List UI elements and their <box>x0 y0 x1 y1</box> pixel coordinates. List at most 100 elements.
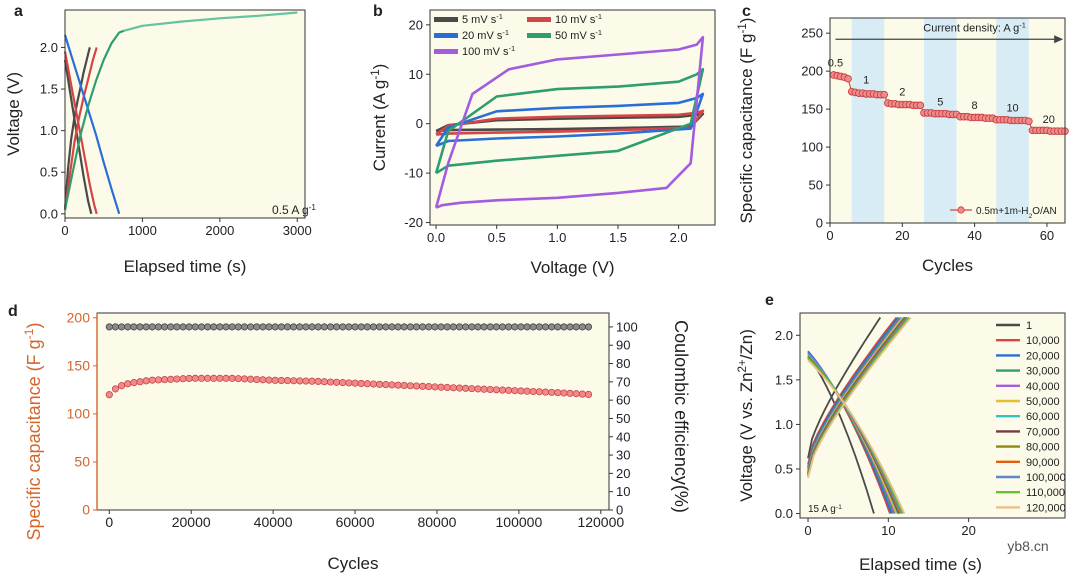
rate-label-c: 1 <box>863 74 869 86</box>
capacitance-point-d <box>271 376 279 384</box>
capacitance-point-d <box>173 375 181 383</box>
efficiency-point-d <box>511 323 519 331</box>
legend-label-e: 50,000 <box>1026 396 1060 408</box>
efficiency-point-d <box>204 323 212 331</box>
efficiency-point-d <box>369 323 378 331</box>
ytick-label-b: 20 <box>409 17 423 32</box>
series-line-a <box>63 34 121 215</box>
xtick-label-a: 2000 <box>205 223 234 238</box>
ytick-label-c: 250 <box>801 26 823 41</box>
ytick-right-label-d: 0 <box>616 503 623 518</box>
y-axis-label-d: Specific capacitance (F g-1) <box>22 323 44 541</box>
xtick-label-d: 40000 <box>254 514 293 530</box>
capacitance-point-d <box>314 377 322 385</box>
ytick-right-label-d: 90 <box>616 338 630 353</box>
ytick-label-c: 0 <box>816 216 823 231</box>
capacitance-point-d <box>277 376 285 385</box>
capacitance-point-d <box>204 374 212 382</box>
legend-label-e: 1 <box>1026 320 1032 332</box>
ytick-right-label-d: 70 <box>616 374 630 389</box>
ytick-label-c: 100 <box>801 140 823 155</box>
rate-label-c: 5 <box>937 96 943 108</box>
annotation-e: 15 A g-1 <box>808 504 842 516</box>
xtick-label-d: 100000 <box>496 514 543 530</box>
legend-label-e: 30,000 <box>1026 366 1060 378</box>
legend-label-e: 90,000 <box>1026 457 1060 469</box>
capacitance-point-d <box>240 375 249 383</box>
efficiency-point-d <box>154 323 162 331</box>
ytick-label-e: 0.5 <box>775 461 793 476</box>
capacitance-point-d <box>412 382 421 390</box>
x-axis-label-c: Cycles <box>922 256 973 275</box>
ytick-right-label-d: 30 <box>616 448 630 463</box>
y-axis-label-a: Voltage (V) <box>4 72 23 156</box>
legend-label-e: 100,000 <box>1026 472 1066 484</box>
efficiency-point-d <box>468 323 476 331</box>
capacitance-point-d <box>259 376 267 384</box>
data-point-c <box>880 90 889 99</box>
capacitance-point-d <box>443 383 451 392</box>
panel-letter-e: e <box>765 292 774 309</box>
efficiency-point-d <box>339 323 347 331</box>
capacitance-point-d <box>302 377 310 385</box>
ytick-label-d: 100 <box>67 405 91 421</box>
series-line-b <box>435 92 705 148</box>
xtick-label-d: 80000 <box>417 514 456 530</box>
efficiency-point-d <box>124 323 132 331</box>
ytick-label-a: 2.0 <box>40 40 58 55</box>
ytick-label-b: -10 <box>404 166 423 181</box>
efficiency-point-d <box>148 323 156 331</box>
efficiency-point-d <box>191 323 199 331</box>
highlight-band-c <box>924 18 957 223</box>
x-axis-label-e: Elapsed time (s) <box>859 555 982 574</box>
capacitance-point-d <box>462 384 470 392</box>
capacitance-point-d <box>234 375 242 383</box>
efficiency-point-d <box>326 323 335 331</box>
capacitance-point-d <box>161 376 169 384</box>
xtick-label-b: 0.0 <box>427 230 445 245</box>
xtick-label-b: 1.0 <box>548 230 566 245</box>
capacitance-point-d <box>296 377 304 385</box>
capacitance-point-d <box>449 384 457 392</box>
capacitance-point-d <box>357 379 365 387</box>
plot-area-a <box>65 10 305 218</box>
efficiency-point-d <box>529 323 537 331</box>
efficiency-point-d <box>105 323 113 331</box>
capacitance-point-d <box>505 386 513 394</box>
x-axis-label-a: Elapsed time (s) <box>124 257 247 276</box>
data-point-c <box>844 74 852 83</box>
efficiency-point-d <box>130 323 138 331</box>
ytick-right-label-d: 100 <box>616 319 638 334</box>
rate-label-c: 2 <box>899 86 905 98</box>
watermark: yb8.cn <box>1007 538 1048 554</box>
legend-swatch-b <box>434 49 458 54</box>
capacitance-point-d <box>578 390 586 398</box>
capacitance-point-d <box>468 385 476 393</box>
efficiency-point-d <box>290 323 298 331</box>
legend-label-c: 0.5m+1m-H2O/AN <box>976 206 1057 220</box>
capacitance-point-d <box>185 374 193 382</box>
efficiency-point-d <box>363 323 371 331</box>
y-axis-label-c: Specific capacitance (F g-1) <box>737 18 756 224</box>
efficiency-point-d <box>572 323 580 331</box>
charge-curve-e <box>807 316 898 465</box>
panel-letter-d: d <box>8 303 18 320</box>
highlight-band-c <box>851 18 885 223</box>
efficiency-point-d <box>302 323 310 331</box>
efficiency-point-d <box>480 323 488 331</box>
efficiency-point-d <box>179 323 187 331</box>
efficiency-point-d <box>394 323 402 331</box>
efficiency-point-d <box>431 323 439 331</box>
ytick-right-label-d: 80 <box>616 356 630 371</box>
capacitance-point-d <box>560 389 568 397</box>
efficiency-point-d <box>548 323 556 331</box>
x-axis-label-d: Cycles <box>327 554 378 573</box>
ytick-label-d: 0 <box>82 502 90 518</box>
plot-border-a <box>64 9 306 219</box>
series-line-b <box>434 35 705 209</box>
efficiency-point-d <box>382 323 390 331</box>
capacitance-point-d <box>548 388 556 396</box>
capacitance-point-d <box>351 379 359 387</box>
series-line-a <box>63 47 91 210</box>
efficiency-point-d <box>173 323 181 331</box>
